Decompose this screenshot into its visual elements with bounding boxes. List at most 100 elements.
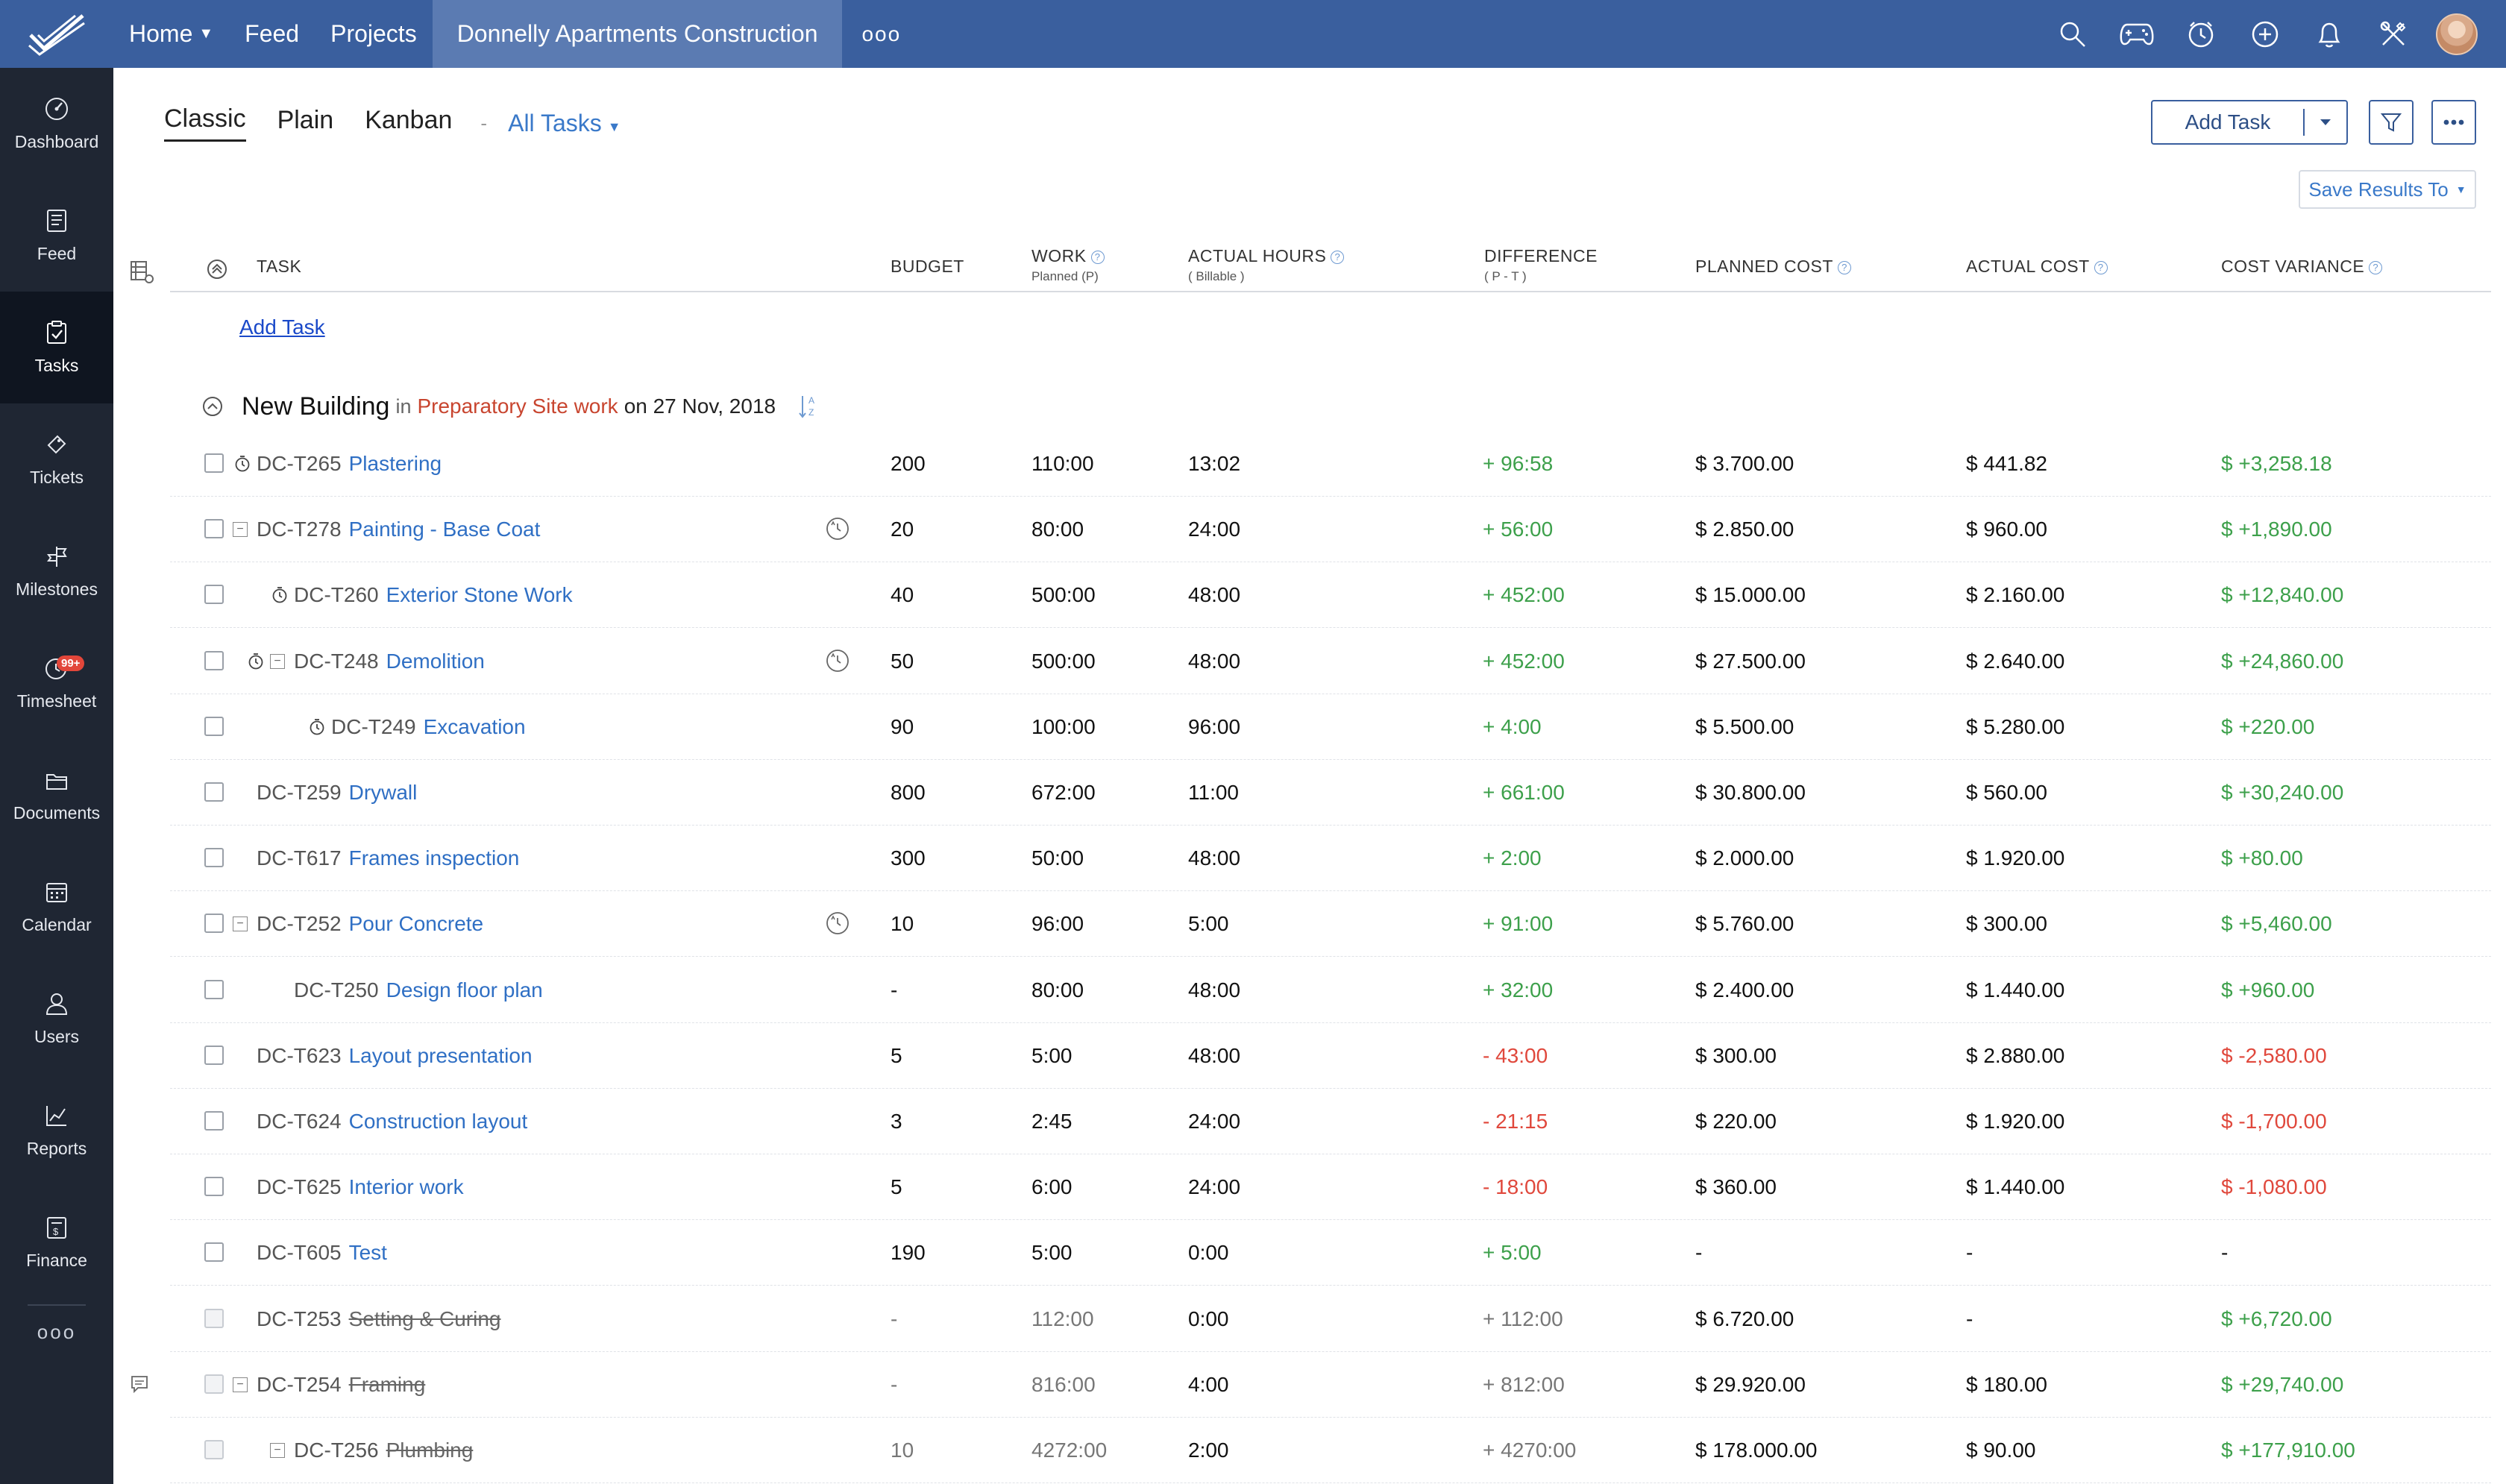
row-checkbox[interactable] (204, 1374, 224, 1394)
task-name-link[interactable]: Painting - Base Coat (348, 518, 541, 541)
task-name-link[interactable]: Excavation (423, 714, 526, 738)
clock-icon[interactable] (2169, 0, 2233, 68)
app-logo-icon[interactable] (0, 0, 113, 68)
add-task-dropdown-icon[interactable] (2305, 119, 2346, 126)
sidebar-item-users[interactable]: Users (0, 963, 113, 1075)
active-project-tab[interactable]: Donnelly Apartments Construction (432, 0, 843, 68)
table-row[interactable]: − DC-T252 Pour Concrete 10 96:00 5:00 + 91:00 $… (170, 891, 2491, 958)
collapse-subtasks-icon[interactable]: − (233, 1377, 248, 1392)
task-name-link[interactable]: Test (348, 1241, 387, 1265)
table-row[interactable]: DC-T605 Test 190 5:00 0:00 + 5:00 - - - (170, 1220, 2491, 1286)
tab-plain[interactable]: Plain (277, 105, 334, 134)
user-avatar[interactable] (2436, 13, 2478, 55)
tab-classic[interactable]: Classic (164, 104, 246, 142)
recurring-clock-icon[interactable] (825, 648, 850, 677)
row-checkbox[interactable] (204, 1045, 224, 1065)
sidebar-item-calendar[interactable]: Calendar (0, 851, 113, 963)
collapse-group-icon[interactable] (201, 395, 224, 418)
column-header-actual-cost[interactable]: ACTUAL COST? (1966, 257, 2108, 277)
more-options-button[interactable] (2431, 100, 2476, 145)
task-name-link[interactable]: Plumbing (386, 1439, 474, 1462)
task-name-link[interactable]: Design floor plan (386, 978, 543, 1002)
filter-button[interactable] (2369, 100, 2414, 145)
row-checkbox[interactable] (204, 716, 224, 736)
sidebar-item-finance[interactable]: $ Finance (0, 1186, 113, 1298)
table-row[interactable]: − DC-T248 Demolition 50 500:00 48:00 + 452:00 $… (170, 629, 2491, 694)
timer-icon[interactable] (248, 653, 264, 670)
task-name-link[interactable]: Layout presentation (348, 1043, 533, 1067)
column-header-budget[interactable]: BUDGET (891, 257, 964, 276)
sidebar-item-feed[interactable]: Feed (0, 180, 113, 292)
task-name-link[interactable]: Framing (348, 1372, 426, 1396)
table-row[interactable]: − DC-T256 Plumbing 10 4272:00 2:00 + 4270:00 $ … (170, 1418, 2491, 1483)
top-nav-projects[interactable]: Projects (315, 0, 433, 68)
row-checkbox[interactable] (204, 585, 224, 605)
column-header-difference[interactable]: DIFFERENCE( P - T ) (1484, 246, 1598, 283)
column-header-planned-cost[interactable]: PLANNED COST? (1695, 257, 1851, 277)
table-row[interactable]: DC-T623 Layout presentation 5 5:00 48:00 - 43… (170, 1023, 2491, 1089)
column-header-cost-variance[interactable]: COST VARIANCE? (2221, 257, 2383, 277)
sidebar-item-tickets[interactable]: Tickets (0, 403, 113, 515)
row-checkbox[interactable] (204, 1177, 224, 1197)
task-name-link[interactable]: Interior work (348, 1175, 464, 1199)
sidebar-more-button[interactable]: ooo (37, 1320, 77, 1343)
row-checkbox[interactable] (204, 979, 224, 999)
row-checkbox[interactable] (204, 782, 224, 802)
table-row[interactable]: − DC-T278 Painting - Base Coat 20 80:00 24:00… (170, 497, 2491, 563)
table-row[interactable]: DC-T625 Interior work 5 6:00 24:00 - 18:00 $ 3… (170, 1154, 2491, 1221)
task-name-link[interactable]: Drywall (348, 781, 418, 804)
tab-kanban[interactable]: Kanban (365, 105, 453, 134)
save-results-dropdown[interactable]: Save Results To ▼ (2299, 170, 2476, 209)
collapse-subtasks-icon[interactable]: − (270, 1443, 285, 1458)
group-list-name[interactable]: Preparatory Site work (417, 394, 618, 418)
more-projects-button[interactable]: ooo (861, 22, 902, 45)
task-filter-dropdown[interactable]: All Tasks ▼ (508, 110, 621, 137)
task-name-link[interactable]: Demolition (386, 649, 485, 673)
sidebar-item-documents[interactable]: Documents (0, 739, 113, 851)
collapse-all-icon[interactable] (206, 258, 228, 284)
task-name-link[interactable]: Pour Concrete (348, 912, 484, 936)
recurring-clock-icon[interactable] (825, 516, 850, 545)
sidebar-item-dashboard[interactable]: Dashboard (0, 68, 113, 180)
add-task-button[interactable]: Add Task (2185, 110, 2271, 133)
row-checkbox[interactable] (204, 914, 224, 934)
collapse-subtasks-icon[interactable]: − (270, 653, 285, 669)
table-row[interactable]: DC-T265 Plastering 200 110:00 13:02 + 96:58 $ … (170, 431, 2491, 497)
task-name-link[interactable]: Plastering (348, 452, 442, 475)
sidebar-item-tasks[interactable]: Tasks (0, 292, 113, 403)
column-header-work[interactable]: WORK? Planned (P) (1031, 246, 1105, 284)
row-checkbox[interactable] (204, 1111, 224, 1131)
table-row[interactable]: DC-T259 Drywall 800 672:00 11:00 + 661:00 $ 30… (170, 760, 2491, 826)
sort-icon[interactable]: AZ (798, 393, 819, 420)
group-name[interactable]: New Building (242, 392, 390, 421)
search-icon[interactable] (2041, 0, 2105, 68)
timer-icon[interactable] (234, 455, 251, 473)
bell-icon[interactable] (2297, 0, 2361, 68)
add-circle-icon[interactable] (2233, 0, 2297, 68)
collapse-subtasks-icon[interactable]: − (233, 917, 248, 932)
row-checkbox[interactable] (204, 848, 224, 868)
sidebar-item-timesheet[interactable]: 99+ Timesheet (0, 627, 113, 739)
column-header-actual-hours[interactable]: ACTUAL HOURS?( Billable ) (1188, 246, 1345, 284)
task-name-link[interactable]: Exterior Stone Work (386, 583, 573, 607)
column-header-task[interactable]: TASK (257, 257, 302, 276)
top-nav-home[interactable]: Home ▼ (113, 0, 229, 68)
collapse-subtasks-icon[interactable]: − (233, 522, 248, 538)
row-checkbox[interactable] (204, 1242, 224, 1263)
table-row[interactable]: DC-T617 Frames inspection 300 50:00 48:00 + 2… (170, 826, 2491, 892)
task-name-link[interactable]: Frames inspection (348, 846, 520, 870)
table-row[interactable]: − DC-T254 Framing - 816:00 4:00 + 812:00 $ 29.9… (170, 1352, 2491, 1418)
gamepad-icon[interactable] (2105, 0, 2169, 68)
row-checkbox[interactable] (204, 519, 224, 539)
row-checkbox[interactable] (204, 453, 224, 473)
task-name-link[interactable]: Setting & Curing (348, 1307, 501, 1330)
table-row[interactable]: DC-T260 Exterior Stone Work 40 500:00 48:00 +… (170, 562, 2491, 629)
row-checkbox[interactable] (204, 1440, 224, 1459)
table-row[interactable]: DC-T250 Design floor plan - 80:00 48:00 + 32:… (170, 958, 2491, 1023)
column-settings-icon[interactable] (130, 260, 155, 289)
add-task-link[interactable]: Add Task (239, 315, 325, 339)
sidebar-item-milestones[interactable]: Milestones (0, 515, 113, 627)
table-row[interactable]: DC-T249 Excavation 90 100:00 96:00 + 4:00 $ 5.… (170, 694, 2491, 760)
recurring-clock-icon[interactable] (825, 911, 850, 940)
table-row[interactable]: DC-T253 Setting & Curing - 112:00 0:00 + 112:… (170, 1286, 2491, 1352)
